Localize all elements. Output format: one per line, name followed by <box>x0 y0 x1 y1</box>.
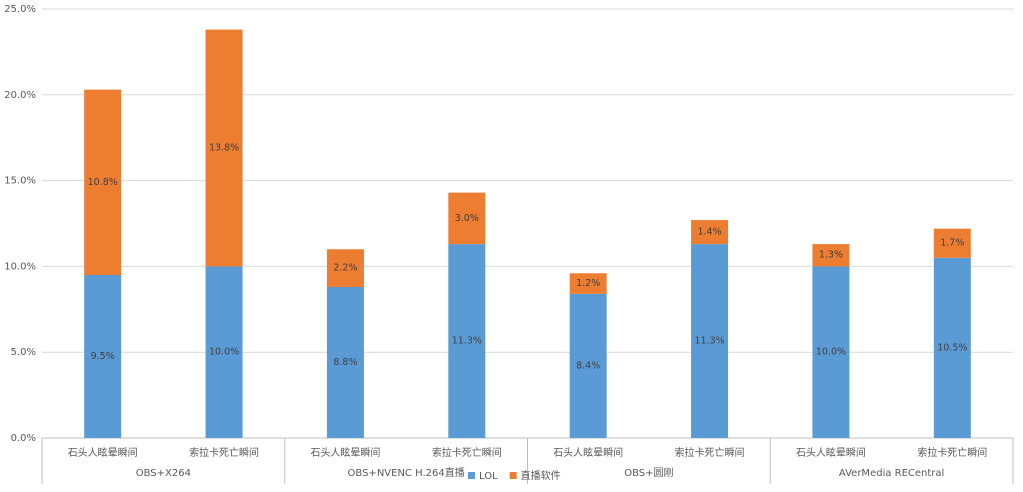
y-tick-label: 10.0% <box>4 261 36 272</box>
y-tick-label: 25.0% <box>4 4 36 15</box>
value-label: 8.4% <box>576 360 600 371</box>
bar-segment <box>326 286 364 438</box>
bar-segment <box>84 274 122 438</box>
value-label: 10.8% <box>88 177 118 188</box>
group-label: OBS+圆刚 <box>624 467 673 479</box>
value-label: 1.2% <box>576 278 600 289</box>
bar-segment <box>691 244 729 438</box>
bar-segment <box>812 266 850 438</box>
value-label: 1.3% <box>819 250 843 261</box>
value-label: 13.8% <box>209 142 239 153</box>
value-label: 11.3% <box>452 336 482 347</box>
value-label: 1.7% <box>940 238 964 249</box>
bar-segment <box>691 220 729 245</box>
legend-swatch <box>509 472 517 479</box>
group-label: OBS+X264 <box>136 468 191 479</box>
group-label: OBS+NVENC H.264直播 <box>348 466 465 479</box>
value-label: 10.0% <box>209 347 239 358</box>
x-tick-label: 石头人眩晕瞬间 <box>310 446 380 459</box>
bar-segment <box>933 228 971 258</box>
bar-segment <box>448 192 486 245</box>
bar-segment <box>448 244 486 438</box>
value-label: 1.4% <box>697 227 721 238</box>
x-tick-label: 索拉卡死亡瞬间 <box>432 446 502 459</box>
bar-segment <box>933 257 971 438</box>
bar-segment <box>569 293 607 438</box>
y-tick-label: 5.0% <box>11 347 36 358</box>
bar-segment <box>812 244 850 267</box>
x-tick-label: 索拉卡死亡瞬间 <box>917 446 987 459</box>
x-tick-label: 索拉卡死亡瞬间 <box>675 446 745 459</box>
value-label: 8.8% <box>333 357 357 368</box>
bar-segment <box>205 29 243 267</box>
value-label: 10.0% <box>816 347 846 358</box>
bar-segment <box>569 273 607 294</box>
bar-segment <box>205 266 243 438</box>
value-label: 2.2% <box>333 263 357 274</box>
y-tick-label: 15.0% <box>4 176 36 187</box>
y-tick-label: 0.0% <box>11 433 36 444</box>
value-label: 10.5% <box>937 342 967 353</box>
x-tick-label: 石头人眩晕瞬间 <box>68 446 138 459</box>
legend-swatch <box>468 472 475 479</box>
bar-segment <box>84 89 122 275</box>
group-label: AVerMedia RECentral <box>839 468 944 479</box>
legend-label: LOL <box>479 471 498 482</box>
y-tick-label: 20.0% <box>4 90 36 101</box>
value-label: 9.5% <box>91 351 115 362</box>
legend-label: 直播软件 <box>521 469 561 482</box>
value-label: 3.0% <box>455 213 479 224</box>
x-tick-label: 石头人眩晕瞬间 <box>553 446 623 459</box>
x-tick-label: 索拉卡死亡瞬间 <box>189 446 259 459</box>
x-tick-label: 石头人眩晕瞬间 <box>796 446 866 459</box>
bar-segment <box>326 249 364 287</box>
value-label: 11.3% <box>694 336 724 347</box>
